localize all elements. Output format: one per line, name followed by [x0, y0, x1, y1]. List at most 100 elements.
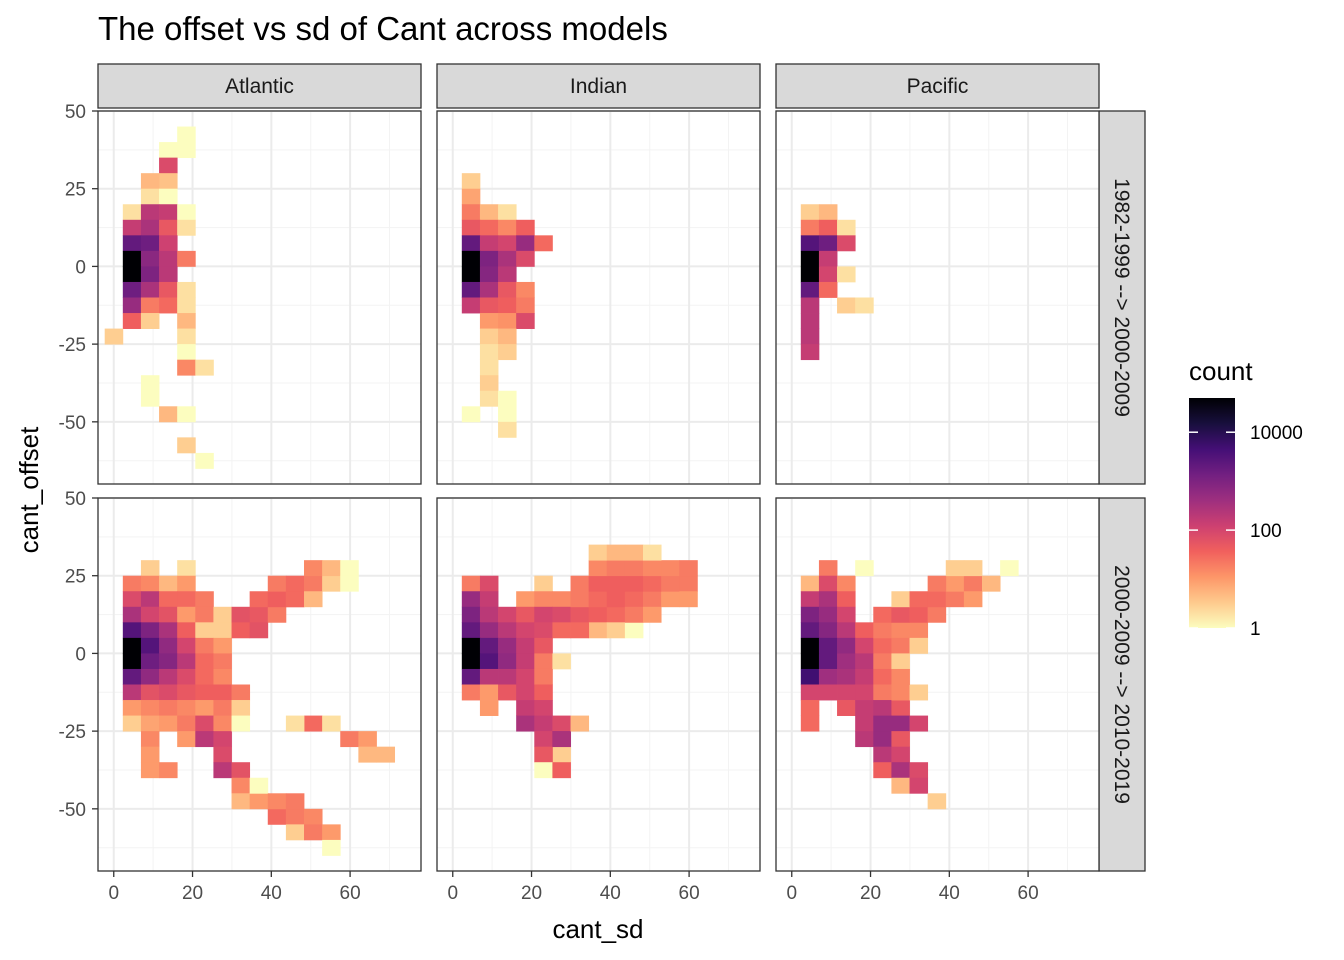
heatmap-cell [800, 653, 820, 670]
heatmap-cell [498, 328, 517, 345]
heatmap-cell [479, 281, 499, 298]
heatmap-cell [159, 157, 178, 174]
heatmap-cell [661, 591, 680, 608]
heatmap-cell [818, 219, 838, 236]
x-tick-label: 60 [340, 883, 361, 904]
heatmap-cell [213, 684, 232, 701]
heatmap-cell [891, 653, 910, 670]
heatmap-cell [873, 762, 892, 779]
heatmap-cell [800, 219, 820, 236]
heatmap-cell [461, 281, 481, 298]
heatmap-cell [140, 700, 160, 716]
heatmap-cell [104, 328, 124, 345]
heatmap-cell [516, 250, 535, 267]
y-tick-label: -50 [59, 413, 86, 434]
heatmap-cell [837, 637, 856, 654]
x-tick-label: 40 [939, 883, 960, 904]
heatmap-cell [122, 235, 142, 252]
heatmap-cell [213, 668, 232, 685]
heatmap-cell [231, 606, 251, 623]
panel-grid: Atlantic Indian Pacific 1982-1999 --> 2000-… [59, 63, 1146, 904]
heatmap-cell [461, 684, 481, 701]
heatmap-cell [661, 560, 680, 577]
heatmap-cell [159, 235, 178, 252]
heatmap-cell [177, 142, 196, 159]
panel-indian-2: 0 20 40 60 [436, 497, 761, 904]
heatmap-cell [140, 297, 160, 314]
heatmap-cell [322, 575, 341, 592]
heatmap-cell [624, 591, 644, 608]
heatmap-cell [479, 344, 499, 361]
heatmap-cell [322, 839, 341, 856]
heatmap-cell [498, 313, 517, 329]
heatmap-cell [855, 653, 874, 670]
heatmap-cell [159, 668, 178, 685]
heatmap-cell [461, 606, 481, 623]
heatmap-cell [122, 606, 142, 623]
heatmap-cell [818, 560, 838, 577]
heatmap-cell [479, 575, 499, 592]
heatmap-cell [140, 188, 160, 205]
heatmap-cell [122, 622, 142, 639]
heatmap-cell [516, 606, 535, 623]
heatmap-cell [873, 606, 892, 623]
x-tick-label: 20 [860, 883, 881, 904]
heatmap-cell [140, 250, 160, 267]
heatmap-cell [945, 591, 965, 608]
heatmap-cell [461, 591, 481, 608]
heatmap-cell [606, 560, 626, 577]
heatmap-cell [498, 281, 517, 298]
heatmap-cell [873, 715, 892, 732]
heatmap-cell [498, 637, 517, 654]
heatmap-cell [643, 591, 662, 608]
heatmap-cell [552, 591, 571, 608]
heatmap-cell [122, 575, 142, 592]
heatmap-cell [588, 622, 608, 639]
heatmap-cell [855, 731, 874, 748]
heatmap-cell [679, 560, 698, 577]
heatmap-cell [624, 606, 644, 623]
heatmap-cell [177, 668, 196, 685]
heatmap-cell [534, 235, 553, 252]
x-tick-label: 60 [679, 883, 700, 904]
heatmap-cell [213, 606, 232, 623]
heatmap-cell [818, 591, 838, 608]
heatmap-cell [891, 591, 910, 608]
panel-border [97, 497, 422, 872]
heatmap-cell [140, 606, 160, 623]
heatmap-cell [516, 219, 535, 236]
heatmap-cell [479, 204, 499, 221]
heatmap-cell [800, 637, 820, 654]
heatmap-cell [534, 700, 553, 716]
heatmap-cell [461, 575, 481, 592]
strip-background [97, 63, 422, 109]
heatmap-cell [159, 684, 178, 701]
y-tick-label: -50 [59, 800, 86, 821]
heatmap-cell [516, 235, 535, 252]
heatmap-cell [140, 390, 160, 407]
heatmap-cell [140, 575, 160, 592]
heatmap-cell [285, 793, 305, 810]
heatmap-cell [516, 637, 535, 654]
heatmap-cell [837, 235, 856, 252]
heatmap-cell [159, 281, 178, 298]
strip-background [775, 63, 1100, 109]
heatmap-cell [479, 313, 499, 329]
heatmap-cell [479, 219, 499, 236]
heatmap-cell [231, 715, 251, 732]
heatmap-cell [461, 653, 481, 670]
heatmap-cell [140, 375, 160, 392]
heatmap-cell [570, 591, 590, 608]
legend-tick-label: 100 [1250, 521, 1282, 542]
heatmap-cell [873, 653, 892, 670]
heatmap-cell [800, 344, 820, 361]
heatmap-cell [159, 575, 178, 592]
heatmap-cell [479, 297, 499, 314]
heatmap-cell [588, 560, 608, 577]
heatmap-cell [159, 266, 178, 283]
heatmap-cell [177, 591, 196, 608]
heatmap-cell [873, 668, 892, 685]
heatmap-cell [534, 715, 553, 732]
heatmap-cell [213, 715, 232, 732]
heatmap-cell [249, 793, 269, 810]
